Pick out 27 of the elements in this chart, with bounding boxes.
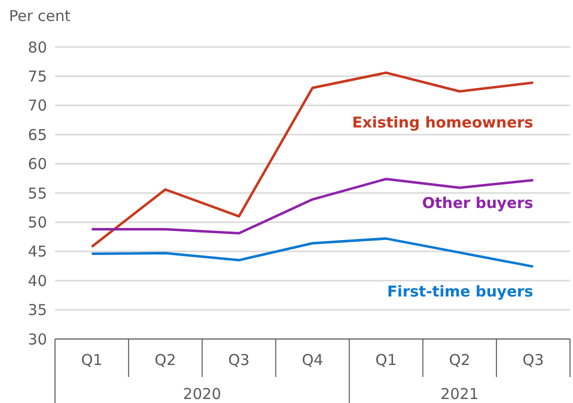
x-tick-label: Q2 (154, 351, 176, 369)
x-tick-label: Q4 (302, 351, 324, 369)
y-tick-label: 35 (28, 301, 47, 320)
line-series (90, 71, 534, 248)
series-label: First-time buyers (387, 282, 534, 301)
y-tick-label: 80 (28, 38, 47, 56)
y-tick-label: 50 (28, 214, 47, 232)
x-tick-label: Q1 (375, 351, 397, 369)
y-tick-label: 60 (28, 155, 47, 174)
x-tick-label: Q3 (228, 351, 250, 369)
text: 2020 (183, 385, 222, 403)
y-axis-title: Per cent (9, 7, 71, 25)
y-tick-label: 40 (28, 272, 47, 290)
y-tick-label: 75 (28, 68, 47, 86)
line-series (90, 237, 534, 268)
series-label: Other buyers (422, 194, 534, 212)
x-tick-label: Q2 (448, 351, 470, 369)
x-tick-label: Q3 (522, 351, 544, 369)
y-tick-label: 45 (28, 242, 47, 261)
line-series (90, 178, 534, 235)
x-tick-label: Q1 (81, 351, 102, 369)
text: Existing homeowners (352, 114, 534, 132)
y-tick-label: 65 (28, 126, 47, 144)
y-tick-label: 55 (28, 184, 47, 202)
text: 2021 (440, 385, 479, 403)
y-tick-label: 30 (28, 330, 47, 348)
y-tick-label: 70 (28, 96, 47, 115)
